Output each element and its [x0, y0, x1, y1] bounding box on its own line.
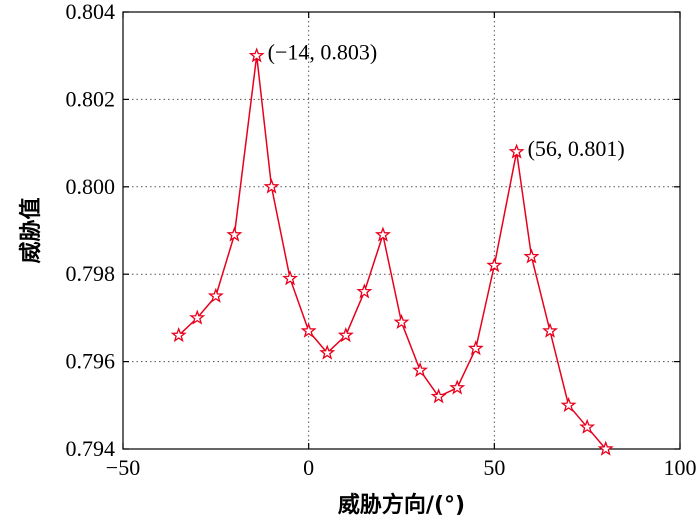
- annotations: (−14, 0.803) (56, 0.801): [268, 40, 625, 161]
- data-point-star: [430, 388, 447, 404]
- x-tick-label: 0: [303, 455, 314, 480]
- data-point-star: [597, 440, 614, 456]
- data-point-star: [467, 340, 484, 356]
- data-point-star: [374, 226, 391, 242]
- y-tick-label: 0.794: [66, 436, 116, 461]
- data-point-star: [560, 396, 577, 413]
- y-tick-label: 0.804: [66, 0, 116, 24]
- y-tick-label: 0.796: [66, 349, 116, 374]
- data-point-star: [542, 322, 559, 338]
- axis-ticks: [122, 11, 681, 450]
- data-point-star: [170, 326, 187, 343]
- data-point-star: [393, 313, 410, 330]
- point-annotation: (−14, 0.803): [268, 40, 378, 65]
- x-tick-label: 100: [664, 455, 697, 480]
- data-point-star: [207, 287, 224, 303]
- data-point-star: [226, 226, 243, 242]
- data-point-star: [449, 379, 466, 395]
- y-tick-label: 0.800: [66, 174, 116, 199]
- data-point-star: [486, 257, 503, 273]
- point-annotation: (56, 0.801): [528, 136, 625, 161]
- data-point-star: [508, 143, 525, 159]
- data-point-star: [248, 47, 265, 63]
- x-axis-title: 威胁方向/(°): [338, 492, 465, 518]
- data-point-star: [282, 270, 299, 286]
- data-point-star: [337, 326, 354, 343]
- data-point-star: [319, 344, 336, 360]
- plot-frame: [122, 11, 681, 450]
- y-tick-label: 0.798: [66, 261, 116, 286]
- data-point-star: [412, 361, 429, 378]
- x-tick-label: 50: [483, 455, 505, 480]
- data-markers: [170, 47, 614, 456]
- x-tick-label: −50: [106, 455, 140, 480]
- data-point-star: [523, 248, 540, 264]
- data-point-star: [189, 309, 206, 325]
- data-point-star: [300, 322, 317, 338]
- y-axis-title: 威胁值: [18, 197, 44, 263]
- series-line: [178, 55, 607, 450]
- data-point-star: [356, 283, 373, 299]
- data-point-star: [579, 418, 596, 434]
- y-tick-label: 0.802: [66, 86, 116, 111]
- data-point-star: [263, 178, 280, 194]
- tick-labels: −50 0 50 100 0.794 0.796 0.798 0.800 0.802 0.804: [66, 0, 697, 480]
- grid-lines: [123, 12, 680, 449]
